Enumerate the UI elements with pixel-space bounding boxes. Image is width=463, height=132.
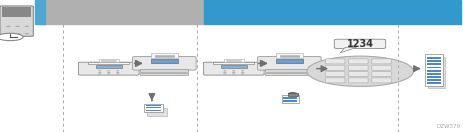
Polygon shape <box>340 48 357 53</box>
Bar <box>283 101 297 102</box>
FancyBboxPatch shape <box>204 62 264 75</box>
Bar <box>265 72 313 75</box>
Circle shape <box>15 33 20 34</box>
Circle shape <box>223 70 227 71</box>
Circle shape <box>232 70 236 71</box>
Bar <box>37 0 204 24</box>
Bar <box>427 76 441 78</box>
Bar <box>427 70 441 72</box>
Bar <box>427 57 441 59</box>
Circle shape <box>98 70 102 71</box>
FancyBboxPatch shape <box>372 78 391 83</box>
Bar <box>2 7 31 17</box>
Bar <box>221 65 246 68</box>
Circle shape <box>241 74 244 75</box>
FancyBboxPatch shape <box>334 39 386 49</box>
Bar <box>282 95 299 103</box>
Bar <box>276 53 303 58</box>
Circle shape <box>98 74 102 75</box>
Bar <box>427 79 441 81</box>
Bar <box>283 100 297 101</box>
Circle shape <box>98 72 102 73</box>
Bar <box>146 105 161 106</box>
Bar <box>427 82 441 84</box>
FancyBboxPatch shape <box>325 65 345 70</box>
Bar <box>425 54 443 86</box>
Circle shape <box>107 74 111 75</box>
Bar <box>213 62 254 64</box>
FancyBboxPatch shape <box>349 78 368 83</box>
Bar <box>146 107 161 108</box>
FancyBboxPatch shape <box>372 59 391 64</box>
FancyBboxPatch shape <box>372 65 391 70</box>
Bar <box>288 93 298 96</box>
Bar <box>147 108 167 116</box>
Circle shape <box>223 74 227 75</box>
Circle shape <box>116 74 119 75</box>
FancyBboxPatch shape <box>0 6 33 36</box>
Bar <box>283 97 297 98</box>
Circle shape <box>241 70 244 71</box>
Bar <box>35 0 45 24</box>
FancyBboxPatch shape <box>325 72 345 77</box>
Bar <box>88 62 129 64</box>
Text: DZW379: DZW379 <box>437 124 461 129</box>
Bar <box>428 57 445 88</box>
Circle shape <box>223 72 227 73</box>
Circle shape <box>0 33 23 41</box>
FancyBboxPatch shape <box>349 59 368 64</box>
Circle shape <box>25 26 29 27</box>
Bar <box>140 72 188 75</box>
Bar <box>96 65 121 68</box>
Bar <box>265 69 313 72</box>
FancyBboxPatch shape <box>372 72 391 77</box>
Bar <box>140 69 188 72</box>
Text: 1234: 1234 <box>347 39 374 49</box>
Bar <box>151 53 178 58</box>
FancyBboxPatch shape <box>132 57 196 70</box>
Circle shape <box>116 72 119 73</box>
Bar <box>427 67 441 68</box>
Circle shape <box>307 56 413 86</box>
Circle shape <box>6 26 11 27</box>
Bar <box>146 110 161 111</box>
Bar <box>204 0 461 24</box>
FancyBboxPatch shape <box>325 78 345 83</box>
Bar <box>99 59 119 62</box>
FancyBboxPatch shape <box>325 59 345 64</box>
Circle shape <box>116 70 119 71</box>
Bar <box>427 73 441 75</box>
FancyBboxPatch shape <box>257 57 321 70</box>
Circle shape <box>107 70 111 71</box>
Bar <box>144 104 163 112</box>
Circle shape <box>107 72 111 73</box>
Circle shape <box>241 72 244 73</box>
Circle shape <box>232 74 236 75</box>
FancyBboxPatch shape <box>79 62 139 75</box>
Circle shape <box>25 33 29 34</box>
Circle shape <box>232 72 236 73</box>
Bar <box>224 59 244 62</box>
Bar <box>427 63 441 65</box>
Bar <box>276 59 303 63</box>
FancyBboxPatch shape <box>349 72 368 77</box>
Bar <box>427 60 441 62</box>
Circle shape <box>15 26 20 27</box>
FancyBboxPatch shape <box>349 65 368 70</box>
Bar <box>283 98 297 99</box>
Bar <box>151 59 178 63</box>
Circle shape <box>6 33 11 34</box>
